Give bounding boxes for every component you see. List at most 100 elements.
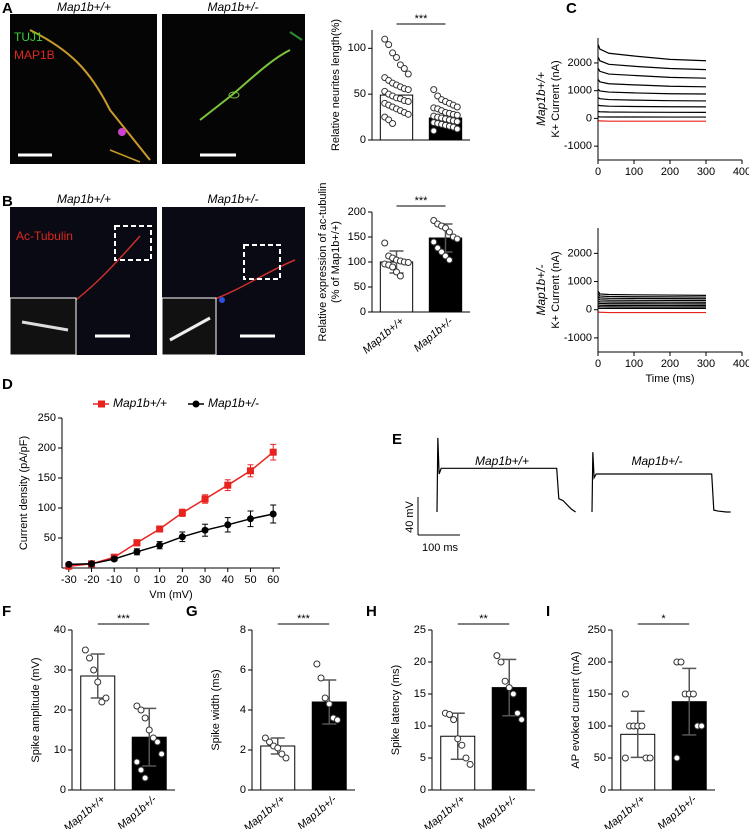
data-point (505, 684, 513, 692)
x-tick-label: Map1b+/- (655, 793, 699, 829)
data-point (453, 118, 461, 126)
x-tick-label: Map1b+/+ (422, 793, 468, 829)
data-point (518, 716, 526, 724)
panel-label: E (392, 431, 402, 448)
y-tick-label: 30 (54, 664, 66, 676)
nucleus (219, 297, 225, 303)
y-tick-label: 10 (54, 744, 66, 756)
trace-label: Map1b+/+ (475, 454, 529, 468)
genotype-label: Map1b+/+ (534, 72, 548, 126)
y-axis-label: Relative expression of ac-tubulin (317, 183, 329, 342)
data-point (381, 239, 389, 247)
marker (201, 526, 209, 534)
x-tick-label: 200 (661, 166, 679, 178)
y-tick-label: 4 (240, 704, 246, 716)
x-tick-label: Map1b+/- (295, 793, 339, 829)
data-point (98, 698, 106, 706)
x-tick-label: 0 (595, 166, 601, 178)
panel-label: G (186, 603, 198, 620)
y-tick-label: 2000 (568, 247, 592, 259)
data-point (282, 754, 290, 762)
y-tick-label: 0 (360, 134, 366, 146)
series-line (598, 120, 706, 122)
voltage-trace (591, 452, 731, 513)
data-point (493, 652, 501, 660)
series-line (597, 57, 707, 71)
marker (65, 560, 73, 568)
y-tick-label: 2 (240, 744, 246, 756)
marker (110, 555, 118, 563)
x-tick-label: Map1b+/+ (602, 793, 648, 829)
y-tick-label: 8 (240, 624, 246, 636)
y-tick-label: 0 (586, 112, 592, 124)
x-tick-label: 50 (244, 574, 256, 586)
marker (224, 521, 232, 529)
y-tick-label: 40 (54, 624, 66, 636)
x-tick-label: 200 (661, 358, 679, 370)
series-line (598, 300, 707, 303)
data-point (404, 259, 412, 266)
data-point (497, 658, 505, 666)
significance-label: *** (415, 195, 429, 207)
series-line (598, 302, 707, 305)
y-tick-label: 5 (420, 752, 426, 764)
legend-marker (98, 400, 105, 408)
data-point (621, 754, 629, 762)
data-point (102, 694, 110, 702)
x-tick-label: 100 (625, 358, 643, 370)
series-line (597, 293, 707, 298)
y-tick-label: 200 (38, 442, 56, 454)
data-point (389, 49, 397, 57)
x-axis-label: Time (ms) (645, 373, 694, 385)
soma (118, 128, 126, 136)
data-point (389, 263, 397, 271)
y-tick-label: 15 (414, 688, 426, 700)
data-point (325, 700, 333, 708)
data-point (137, 706, 145, 714)
data-point (621, 690, 629, 698)
series-line (597, 296, 707, 300)
scale-bar-label: 40 mV (404, 500, 416, 532)
y-tick-label: 20 (54, 704, 66, 716)
significance-label: *** (415, 13, 429, 25)
image-panel-a: TUJ1 MAP1B Map1b+/+ Map1b+/- (10, 0, 305, 164)
marker (246, 515, 254, 523)
x-tick-label: 300 (697, 166, 715, 178)
x-tick-label: 30 (199, 574, 211, 586)
y-tick-label: 0 (240, 784, 246, 796)
y-tick-label: 200 (348, 206, 366, 218)
x-tick-label: 10 (154, 574, 166, 586)
data-point (430, 127, 438, 135)
y-tick-label: 0 (360, 306, 366, 318)
significance-label: *** (117, 613, 131, 625)
neuron (289, 31, 303, 41)
data-point (274, 744, 282, 752)
x-tick-label: 100 (625, 166, 643, 178)
series-line (597, 88, 707, 95)
y-tick-label: 0 (420, 784, 426, 796)
y-tick-label: 200 (588, 656, 606, 668)
data-point (133, 758, 141, 766)
series-line (597, 44, 707, 62)
data-point (673, 754, 681, 762)
series-line (597, 291, 707, 296)
data-point (501, 677, 509, 685)
y-axis-label: Spike latency (ms) (390, 665, 402, 755)
data-point (393, 54, 400, 61)
series-line (597, 298, 706, 302)
series-line (597, 97, 707, 102)
data-point (404, 86, 412, 94)
x-tick-label: 0 (595, 358, 601, 370)
genotype-label: Map1b+/+ (57, 192, 111, 206)
y-tick-label: 50 (44, 532, 56, 544)
x-tick-label: 300 (697, 358, 715, 370)
marker (88, 560, 96, 568)
stain-label: TUJ1 (14, 30, 43, 44)
y-tick-label: 50 (354, 281, 366, 293)
data-point (141, 714, 149, 722)
data-point (513, 709, 521, 717)
series-line (597, 79, 707, 88)
y-axis-label: K+ Current (nA) (550, 251, 562, 328)
y-axis-label: AP evoked current (mA) (570, 651, 582, 768)
